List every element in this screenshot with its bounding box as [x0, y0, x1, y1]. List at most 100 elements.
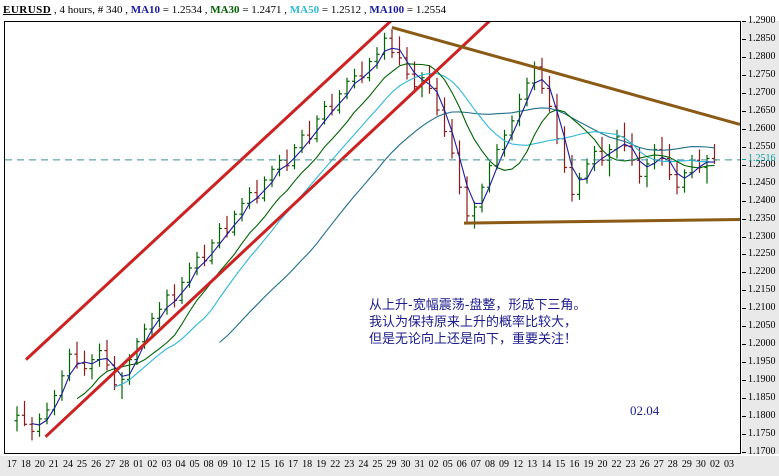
time-axis-label: 05 [189, 459, 200, 470]
price-axis-label: 1.2500 [748, 158, 776, 170]
time-axis-label: 05 [442, 459, 453, 470]
price-axis-label: 1.1950 [748, 356, 776, 368]
price-chart-canvas [5, 22, 740, 441]
ma10-name: MA10 [130, 4, 161, 16]
ma50-value: 1.2512 [330, 4, 362, 16]
price-axis-tick [742, 380, 746, 382]
price-axis-label: 1.2250 [748, 248, 776, 260]
price-axis-tick [742, 56, 746, 58]
time-axis-label: 16 [569, 459, 580, 470]
ma30-name: MA30 [210, 4, 240, 16]
time-axis-label: 08 [484, 459, 495, 470]
time-axis-label: 03 [161, 459, 172, 470]
price-axis-label: 1.2050 [748, 320, 776, 332]
time-axis-label: 22 [611, 459, 622, 470]
time-axis-label: 29 [386, 459, 397, 470]
ma30-value: 1.2471 [251, 4, 282, 16]
ma-line-ma30 [76, 63, 715, 400]
time-axis-label: 25 [372, 459, 383, 470]
price-axis-tick [742, 398, 746, 400]
rising-channel-upper-line[interactable] [24, 22, 413, 361]
price-axis[interactable]: 1.2900 1.2850 1.2800 1.2750 1.2700 1.2650 1.26… [742, 16, 779, 457]
descending-resistance-line[interactable] [391, 25, 740, 126]
time-axis-label: 16 [273, 459, 284, 470]
time-axis-label: 02 [428, 459, 439, 470]
time-axis-label: 22 [330, 459, 341, 470]
legend-sep-1: , [51, 4, 60, 16]
price-axis-label: 1.2100 [748, 302, 776, 314]
ma50-name: MA50 [289, 4, 320, 16]
time-axis-label: 28 [667, 459, 678, 470]
time-axis-label: 26 [91, 459, 102, 470]
price-axis-label: 1.2900 [748, 15, 776, 26]
time-axis-label: 27 [105, 459, 116, 470]
bar-count-label: # 340 [97, 4, 123, 16]
time-axis-label: 29 [681, 459, 692, 470]
price-axis-tick [742, 21, 746, 22]
time-axis-label: 28 [119, 459, 130, 470]
time-axis-label: 18 [302, 459, 313, 470]
time-axis-label: 13 [527, 459, 538, 470]
price-axis-tick [742, 254, 746, 256]
time-axis-label: 12 [245, 459, 256, 470]
time-axis-label: 15 [555, 459, 566, 470]
time-axis-label: 24 [358, 459, 369, 470]
ma-line-ma50 [114, 73, 715, 388]
time-axis-label: 21 [48, 459, 59, 470]
price-axis-label: 1.2800 [748, 50, 776, 62]
legend-sep-6: , [361, 4, 370, 16]
axis-corner [742, 456, 779, 476]
drawings-group [24, 22, 740, 438]
chart-annotation-text: 从上升-宽幅震荡-盘整，形成下三角。 我认为保持原来上升的概率比较大， 但是无论… [369, 297, 699, 348]
price-axis-label: 1.2150 [748, 284, 776, 296]
ma10-value: 1.2534 [171, 4, 202, 16]
price-axis-tick [742, 416, 746, 418]
time-axis-label: 18 [20, 459, 31, 470]
price-axis-label: 1.2450 [748, 176, 776, 188]
time-axis-label: 26 [639, 459, 650, 470]
time-axis-label: 20 [597, 459, 608, 470]
price-axis-label: 1.1800 [748, 410, 776, 422]
ma30-eq: = [239, 4, 252, 16]
time-axis-label: 09 [217, 459, 228, 470]
legend-sep-4: , [201, 4, 211, 16]
price-axis-label: 1.1850 [748, 392, 776, 404]
ma-line-ma10 [31, 47, 715, 426]
time-axis-label: 03 [724, 459, 735, 470]
rising-channel-lower-line[interactable] [44, 22, 501, 438]
price-axis-tick [742, 182, 746, 184]
price-axis-label: 1.2000 [748, 338, 776, 350]
chart-plot-area[interactable] [4, 21, 741, 454]
price-axis-label: 1.1900 [748, 374, 776, 386]
price-axis-tick [742, 110, 746, 112]
price-axis-label: 1.2400 [748, 194, 776, 206]
time-axis[interactable]: 17 18 20 21 24 25 26 27 28 01 02 03 04 05 08 09 10 12 15 16… [0, 456, 742, 476]
price-axis-tick [742, 74, 746, 76]
price-axis-label: 1.2850 [748, 32, 776, 44]
time-axis-label: 01 [133, 459, 144, 470]
time-axis-label: 23 [344, 459, 355, 470]
horizontal-support-line[interactable] [463, 218, 740, 225]
ma50-eq: = [319, 4, 331, 16]
legend-sep-2: , [92, 4, 98, 16]
time-axis-label: 07 [470, 459, 481, 470]
price-axis-label: 1.2700 [748, 86, 776, 98]
price-axis-label: 1.2750 [748, 68, 776, 80]
time-axis-label: 14 [541, 459, 552, 470]
time-axis-label: 25 [77, 459, 88, 470]
annotation-line-2: 我认为保持原来上升的概率比较大， [369, 315, 578, 330]
time-axis-label: 08 [203, 459, 214, 470]
ma100-value: 1.2554 [415, 4, 447, 16]
price-axis-label: 1.2300 [748, 230, 776, 242]
time-axis-label: 27 [653, 459, 664, 470]
legend-sep-3: , [122, 4, 131, 16]
price-axis-tick [742, 344, 746, 346]
price-axis-label: 1.2550 [748, 140, 776, 152]
time-axis-label: 06 [456, 459, 467, 470]
price-axis-tick [742, 308, 746, 310]
time-axis-label: 10 [231, 459, 242, 470]
time-axis-label: 19 [583, 459, 594, 470]
price-axis-tick [742, 290, 746, 292]
price-axis-tick [742, 362, 746, 364]
